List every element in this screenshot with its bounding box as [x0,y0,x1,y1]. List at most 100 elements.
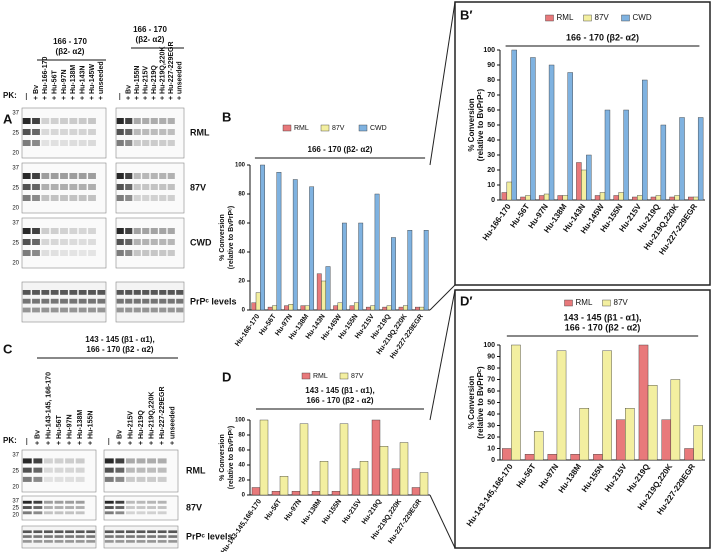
blot-band [167,195,175,201]
blot-band [43,506,53,509]
blot-band [159,290,167,295]
blot-band [33,506,43,509]
legend-swatch [320,124,330,132]
y-tick-label: 40 [238,250,245,256]
blot-band [75,530,85,534]
blot-band [32,290,40,295]
blot-band [32,173,40,179]
region-header: (β2- α2) [56,47,85,56]
blot-band [125,239,133,245]
legend-label: RML [313,373,328,380]
blot-band [32,140,40,146]
blot-band [104,530,114,534]
blot-band [176,307,184,313]
bar [371,419,381,496]
blot-band [22,129,31,135]
blot-band [150,290,158,295]
y-tick-label: 40 [487,411,495,418]
blot-band [60,290,68,295]
lane-label: + Hu-166-170 [42,57,49,100]
blot-band [116,173,124,179]
legend-swatch [282,124,292,132]
mw-marker: 37 [12,111,19,117]
mw-marker: 20 [12,261,19,267]
blot-band [65,511,75,515]
blot-band [115,506,125,509]
y-tick-label: 80 [487,365,495,372]
y-tick-label: 20 [238,478,245,484]
blot-band [88,140,96,146]
bar [391,237,396,311]
y-tick-label: 0 [491,197,495,204]
blot-band [22,511,32,515]
blot-band [133,250,141,256]
bar [259,419,269,496]
y-tick-label: 100 [483,47,495,54]
bar [570,454,580,461]
blot-band [50,228,59,234]
panel-label: A [3,111,13,126]
blot-band [159,195,167,201]
mw-marker: 25 [12,506,19,512]
bar [604,109,611,201]
bar [684,448,694,461]
y-tick-label: 50 [487,399,495,406]
mw-marker: 37 [12,166,19,172]
blot-band [159,298,167,304]
blot-band [69,290,78,295]
blot-band [142,140,150,146]
blot-band [142,290,150,295]
blot-band [54,500,64,504]
blot-band [22,298,31,304]
y-tick-label: 100 [235,418,246,424]
blot-band [33,511,43,515]
blot-band [136,458,146,464]
blot-band [147,500,157,504]
blot-band [168,535,178,538]
blot-band [41,140,50,146]
bar [321,280,327,311]
bar [403,305,408,311]
bar [576,162,582,201]
lane-label: + Hu-143-145, 166-170 [45,372,52,445]
y-tick-label: 90 [487,62,495,69]
blot-band [88,184,96,190]
blot-band [159,173,167,179]
blot-band [125,500,135,504]
blot-band [41,250,50,256]
blot-band [167,307,175,313]
bar [594,195,601,201]
blot-band [32,239,40,245]
lane-label: + Hu-143N [80,66,87,100]
bar [272,305,277,311]
blot-band [167,239,175,245]
region-header: 143 - 145 (β1 - α1), [85,335,154,344]
blot-band [125,511,135,515]
legend-label: RML [576,298,593,307]
y-tick-label: 100 [235,163,246,169]
blot-band [157,511,167,515]
blot-band [65,506,75,509]
bar [337,302,343,311]
region-header: 166 - 170 [53,37,87,46]
blot-band [43,476,53,482]
bar [379,446,389,496]
blot-band [133,195,141,201]
blot-band [69,118,78,124]
blot-band [32,129,40,135]
row-label: PrPᶜ levels [190,296,236,306]
mw-marker: 25 [12,469,19,475]
blot-band [65,535,75,538]
blot-band [69,140,78,146]
blot-band [75,511,85,515]
lane-label: — [24,438,31,445]
legend-label: 87V [351,373,364,380]
blot-band [116,290,124,295]
blot-band [115,511,125,515]
mw-marker: 37 [12,453,19,459]
blot-band [115,540,125,543]
bar [501,192,508,201]
x-tick-label: Hu-215V [341,498,363,525]
bar [593,454,603,461]
blot-band [104,476,114,482]
